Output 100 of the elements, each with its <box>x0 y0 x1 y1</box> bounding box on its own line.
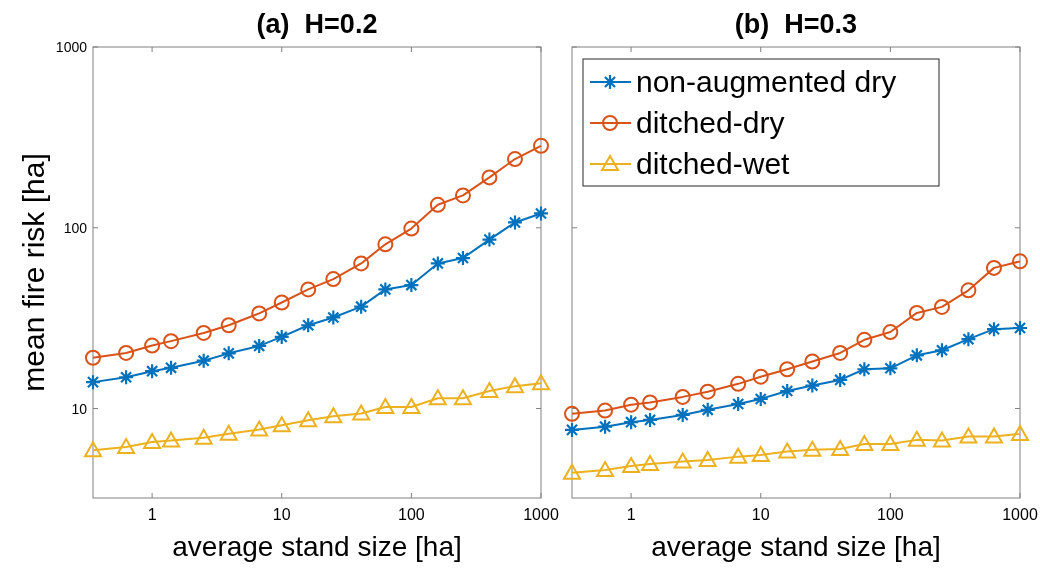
point <box>1012 253 1028 270</box>
point <box>674 388 691 405</box>
point <box>1011 424 1029 441</box>
point <box>623 414 640 431</box>
point <box>454 249 472 267</box>
point <box>480 382 499 399</box>
point <box>403 220 420 237</box>
x-tick-label: 1 <box>147 506 157 523</box>
point <box>960 331 977 348</box>
point <box>698 450 717 467</box>
point <box>803 440 822 457</box>
point <box>505 377 524 394</box>
x-axis-title: average stand size [ha] <box>651 531 941 562</box>
point <box>699 383 716 400</box>
point <box>481 231 498 248</box>
point <box>273 294 290 311</box>
point <box>299 411 318 428</box>
point <box>429 255 446 272</box>
point <box>597 402 614 419</box>
point <box>622 457 641 473</box>
point <box>376 397 395 414</box>
point <box>856 331 873 348</box>
point <box>117 369 135 386</box>
point <box>960 282 977 299</box>
chart-title: (b) H=0.3 <box>734 9 858 39</box>
point <box>533 137 549 154</box>
point <box>673 452 692 469</box>
x-tick-label: 1000 <box>1002 506 1038 523</box>
point <box>623 396 640 413</box>
point <box>804 353 821 370</box>
point <box>882 360 899 377</box>
legend-label: ditched-dry <box>636 106 785 139</box>
legend-label: ditched-wet <box>636 147 791 180</box>
point <box>751 445 770 462</box>
point <box>932 431 951 448</box>
x-tick-label: 10 <box>751 506 770 523</box>
point <box>194 428 213 445</box>
point <box>855 434 874 451</box>
point <box>1011 319 1029 337</box>
x-tick-label: 1 <box>626 506 636 523</box>
point <box>324 407 343 424</box>
point <box>300 317 317 334</box>
point <box>377 236 394 253</box>
point <box>596 461 615 478</box>
point <box>779 361 796 378</box>
x-axis-title: average stand size [ha] <box>172 531 462 562</box>
point <box>220 345 237 362</box>
point <box>778 442 797 459</box>
legend-label: non-augmented dry <box>636 65 897 98</box>
point <box>674 406 691 424</box>
point <box>881 434 900 451</box>
point <box>428 389 447 406</box>
y-tick-label: 10 <box>71 400 88 417</box>
point <box>959 427 978 444</box>
point <box>325 271 342 288</box>
point <box>143 433 162 449</box>
point <box>506 151 523 168</box>
point <box>272 416 291 433</box>
point <box>933 342 951 359</box>
point <box>984 427 1003 444</box>
x-tick-label: 100 <box>398 506 425 523</box>
point <box>144 337 161 354</box>
point <box>273 328 290 346</box>
point <box>908 347 925 364</box>
point <box>481 169 498 186</box>
point <box>752 390 769 408</box>
point <box>118 344 135 361</box>
point <box>804 377 821 394</box>
point <box>752 368 769 385</box>
x-tick-label: 10 <box>272 506 291 523</box>
point <box>699 401 716 418</box>
point <box>325 309 342 326</box>
point <box>300 281 317 298</box>
point <box>377 281 394 298</box>
point <box>907 430 926 447</box>
point <box>402 397 421 414</box>
point <box>403 276 420 294</box>
point <box>195 352 212 369</box>
y-axis-title: mean fire risk [ha] <box>17 153 50 392</box>
point <box>195 324 212 341</box>
point <box>985 259 1002 276</box>
point <box>596 418 614 435</box>
point <box>856 361 873 378</box>
y-tick-label: 100 <box>63 219 88 236</box>
point <box>908 304 925 321</box>
point <box>219 424 238 441</box>
point <box>453 389 472 406</box>
point <box>506 214 524 231</box>
x-tick-label: 100 <box>877 506 904 523</box>
point <box>985 321 1003 338</box>
point <box>429 196 446 213</box>
point <box>532 374 550 391</box>
point <box>144 363 161 380</box>
x-tick-label: 1000 <box>523 506 559 523</box>
point <box>933 298 950 315</box>
point <box>779 382 796 400</box>
point <box>220 317 237 334</box>
point <box>882 324 899 341</box>
point <box>532 205 550 222</box>
point <box>117 438 136 455</box>
